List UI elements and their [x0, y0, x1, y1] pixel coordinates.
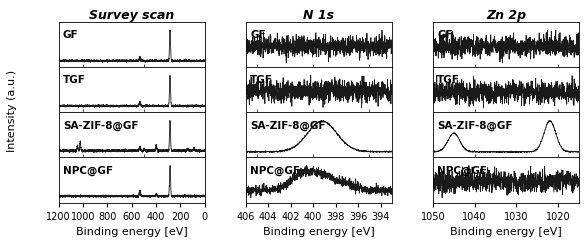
Text: SA-ZIF-8@GF: SA-ZIF-8@GF: [63, 121, 139, 131]
Text: GF: GF: [63, 30, 78, 40]
X-axis label: Binding energy [eV]: Binding energy [eV]: [450, 227, 562, 237]
Text: NPC@GF: NPC@GF: [63, 165, 113, 176]
Text: GF: GF: [438, 30, 453, 40]
Title: Survey scan: Survey scan: [89, 9, 174, 22]
Text: TGF: TGF: [438, 75, 460, 85]
X-axis label: Binding energy [eV]: Binding energy [eV]: [75, 227, 188, 237]
Text: SA-ZIF-8@GF: SA-ZIF-8@GF: [438, 121, 513, 131]
Title: N 1s: N 1s: [303, 9, 335, 22]
Text: NPC@GF: NPC@GF: [438, 165, 487, 176]
Title: Zn 2p: Zn 2p: [486, 9, 526, 22]
Text: GF: GF: [250, 30, 266, 40]
Text: TGF: TGF: [250, 75, 273, 85]
Text: Intensity (a.u.): Intensity (a.u.): [6, 70, 17, 152]
Text: SA-ZIF-8@GF: SA-ZIF-8@GF: [250, 121, 326, 131]
Text: TGF: TGF: [63, 75, 86, 85]
Text: NPC@GF: NPC@GF: [250, 165, 300, 176]
X-axis label: Binding energy [eV]: Binding energy [eV]: [263, 227, 375, 237]
